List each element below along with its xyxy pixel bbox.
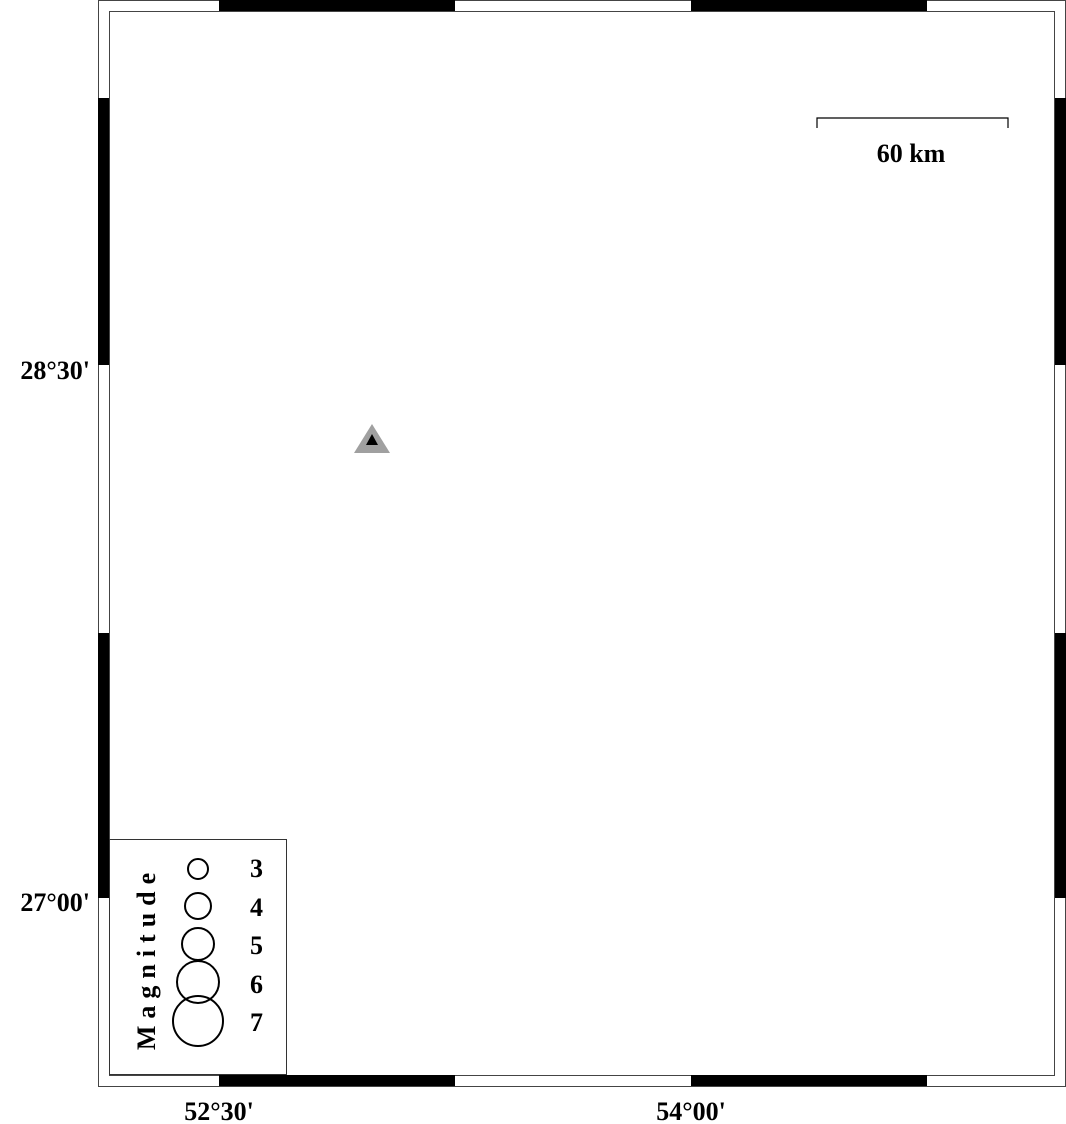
lat-label: 28°30' [20, 356, 90, 385]
legend-circle-6 [176, 960, 220, 1004]
lon-label: 52°30' [184, 1097, 254, 1124]
triangle-icon [366, 434, 378, 445]
legend-circle-7 [172, 995, 224, 1047]
legend-label: 6 [250, 970, 263, 999]
legend-label: 7 [250, 1008, 263, 1037]
legend-circle-4 [184, 892, 212, 920]
legend-circle-3 [187, 858, 209, 880]
legend-label: 3 [250, 854, 263, 883]
legend-label: 4 [250, 893, 263, 922]
legend-title: Magnitude [132, 866, 161, 1050]
frame-ticks [98, 0, 1066, 1086]
lat-label: 27°00' [20, 888, 90, 917]
scale-bar [816, 117, 1009, 128]
lon-label: 54°00' [656, 1097, 726, 1124]
magnitude-legend: Magnitude 3 4 5 6 7 [109, 839, 287, 1075]
scale-bar-label: 60 km [877, 139, 946, 168]
legend-label: 5 [250, 931, 263, 960]
